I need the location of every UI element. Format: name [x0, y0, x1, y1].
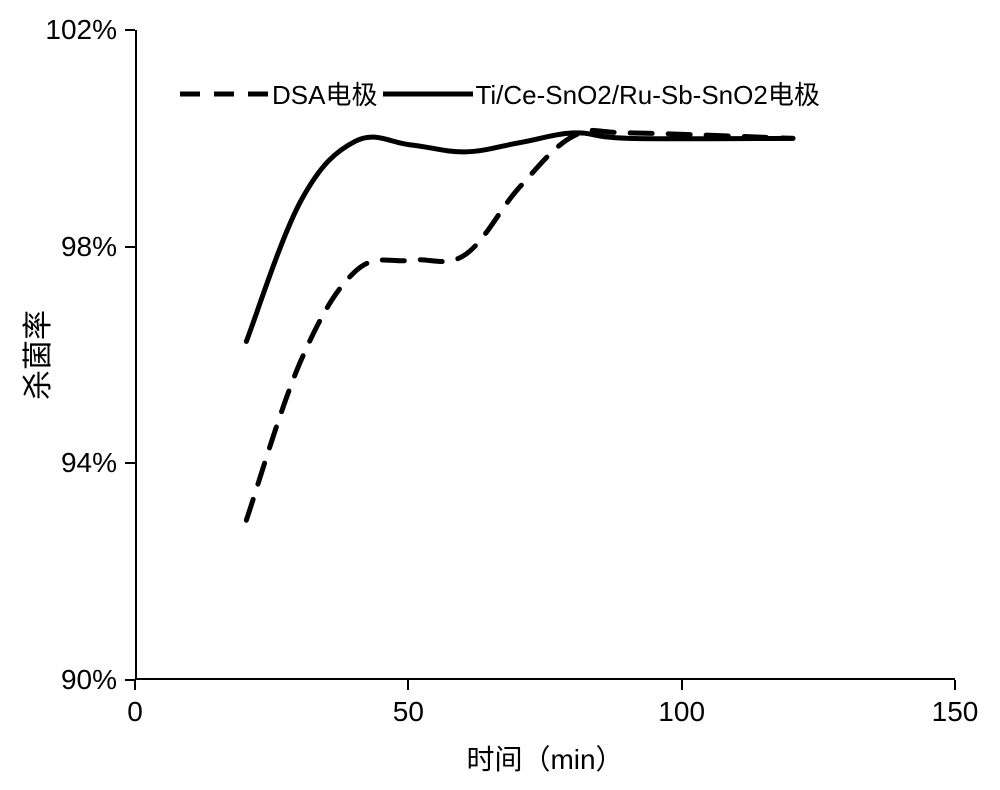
series-line — [246, 130, 793, 520]
legend-label: DSA电极 — [272, 75, 377, 112]
legend-label: Ti/Ce-SnO2/Ru-Sb-SnO2电极 — [475, 75, 819, 112]
legend-swatch — [383, 88, 473, 100]
y-tick-mark — [125, 29, 135, 31]
x-tick-mark — [954, 680, 956, 690]
y-tick-label: 102% — [0, 14, 117, 46]
y-axis-label: 杀菌率 — [13, 310, 57, 400]
chart-container: 90% 94% 98% 102% 0 50 100 150 杀菌率 时间（min） DSA电… — [0, 0, 1000, 790]
x-axis-label: 时间（min） — [466, 738, 623, 778]
y-tick-mark — [125, 462, 135, 464]
series-line — [246, 133, 793, 342]
legend-item: DSA电极 — [180, 75, 377, 112]
x-tick-label: 50 — [393, 696, 424, 728]
x-tick-label: 150 — [932, 696, 979, 728]
legend-item: Ti/Ce-SnO2/Ru-Sb-SnO2电极 — [383, 75, 819, 112]
legend: DSA电极 Ti/Ce-SnO2/Ru-Sb-SnO2电极 — [180, 75, 820, 112]
y-tick-label: 94% — [0, 447, 117, 479]
y-tick-label: 98% — [0, 231, 117, 263]
legend-swatch — [180, 88, 270, 100]
x-tick-mark — [134, 680, 136, 690]
x-tick-label: 0 — [127, 696, 143, 728]
plot-area — [135, 30, 955, 680]
x-tick-mark — [407, 680, 409, 690]
x-tick-mark — [681, 680, 683, 690]
plot-svg — [137, 30, 957, 680]
y-tick-mark — [125, 246, 135, 248]
x-tick-label: 100 — [658, 696, 705, 728]
y-tick-label: 90% — [0, 664, 117, 696]
